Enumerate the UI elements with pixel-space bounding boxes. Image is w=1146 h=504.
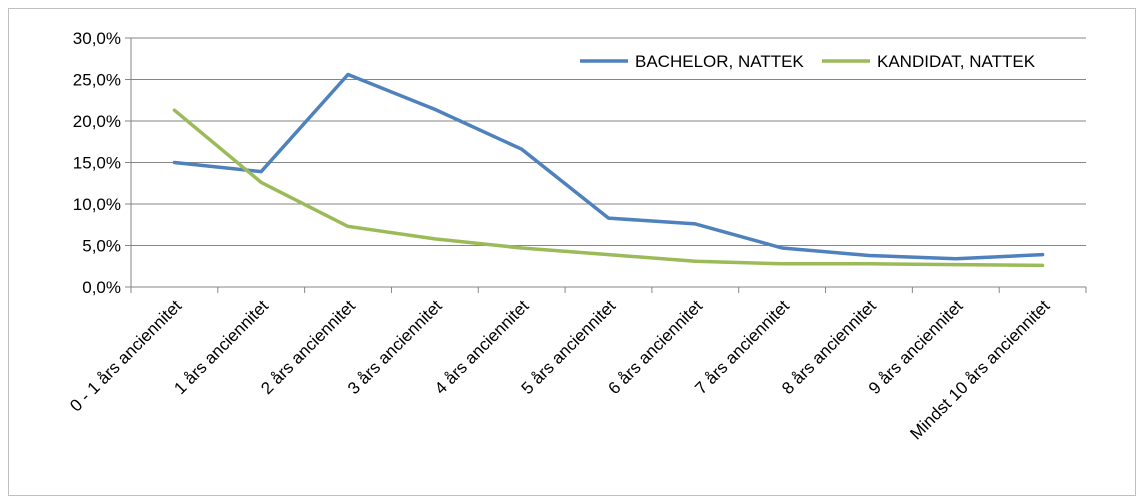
y-tick-label: 30,0%: [73, 29, 121, 48]
gridlines: [131, 37, 1086, 246]
x-tick-label: 9 års anciennitet: [865, 296, 967, 398]
y-tick-label: 25,0%: [73, 71, 121, 90]
x-tick-label: 6 års anciennitet: [605, 296, 707, 398]
data-point: [259, 170, 263, 174]
series-line: [172, 108, 1045, 268]
data-point: [954, 257, 958, 261]
data-point: [693, 222, 697, 226]
x-tick-label: 0 - 1 års anciennitet: [66, 296, 185, 415]
x-tick-label: 7 års anciennitet: [691, 296, 793, 398]
data-point: [346, 73, 350, 77]
legend-label: KANDIDAT, NATTEK: [877, 52, 1036, 71]
x-tick-label: 2 års anciennitet: [257, 296, 359, 398]
data-point: [954, 263, 958, 267]
data-point: [520, 147, 524, 151]
data-point: [607, 216, 611, 220]
axes: [125, 37, 1087, 293]
legend-label: BACHELOR, NATTEK: [635, 52, 804, 71]
data-point: [433, 107, 437, 111]
y-tick-label: 10,0%: [73, 195, 121, 214]
x-tick-label: Mindst 10 års anciennitet: [906, 296, 1053, 443]
y-tick-label: 20,0%: [73, 112, 121, 131]
series-line: [172, 72, 1045, 261]
x-tick-label: 3 års anciennitet: [344, 296, 446, 398]
x-tick-label: 4 års anciennitet: [431, 296, 533, 398]
data-point: [346, 224, 350, 228]
x-tick-label: 5 års anciennitet: [518, 296, 620, 398]
y-tick-label: 15,0%: [73, 154, 121, 173]
x-tick-label: 8 års anciennitet: [778, 296, 880, 398]
data-point: [433, 237, 437, 241]
x-tick-label: 1 års anciennitet: [170, 296, 272, 398]
data-point: [1041, 253, 1045, 257]
data-point: [780, 246, 784, 250]
data-point: [693, 259, 697, 263]
series-lines: [172, 72, 1045, 268]
data-point: [780, 262, 784, 266]
data-point: [520, 246, 524, 250]
data-point: [172, 108, 176, 112]
y-axis-tick-labels: 0,0% 5,0% 10,0% 15,0% 20,0% 25,0% 30,0%: [73, 29, 121, 297]
data-point: [867, 262, 871, 266]
data-point: [172, 161, 176, 165]
data-point: [1041, 263, 1045, 267]
data-point: [259, 180, 263, 184]
y-tick-label: 0,0%: [82, 278, 121, 297]
data-point: [607, 253, 611, 257]
data-point: [867, 253, 871, 257]
y-tick-label: 5,0%: [82, 237, 121, 256]
legend: BACHELOR, NATTEK KANDIDAT, NATTEK: [580, 52, 1036, 71]
